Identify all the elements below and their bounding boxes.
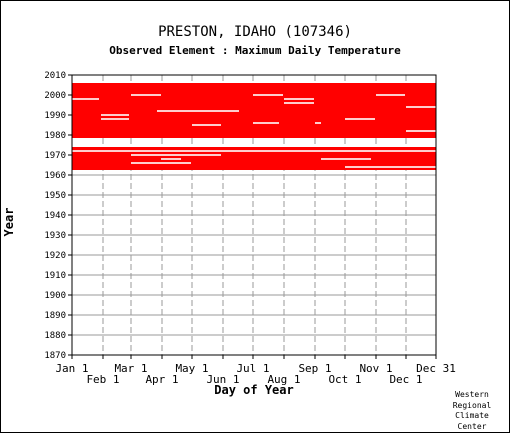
data-gap — [406, 130, 436, 132]
y-axis-label: Year — [2, 207, 16, 237]
y-tick-label: 1900 — [44, 291, 66, 301]
y-tick-label: 1920 — [44, 251, 66, 261]
data-gap — [192, 124, 221, 126]
data-gap — [376, 94, 405, 96]
credit-line: Western — [455, 390, 489, 399]
data-gap — [131, 94, 161, 96]
x-tick-label: Nov 1 — [359, 362, 392, 375]
y-tick-label: 1910 — [44, 271, 66, 281]
y-tick-label: 1930 — [44, 231, 66, 241]
data-band — [72, 83, 436, 138]
y-tick-label: 1950 — [44, 191, 66, 201]
x-tick-label: Jan 1 — [55, 362, 88, 375]
data-gap — [101, 114, 129, 116]
x-tick-label: Sep 1 — [298, 362, 331, 375]
data-gap — [253, 122, 279, 124]
data-gap — [101, 118, 129, 120]
data-gap — [315, 122, 321, 124]
data-gap — [131, 154, 221, 156]
x-tick-label: Feb 1 — [86, 373, 119, 386]
credit-text: Western Regional Climate Center — [442, 390, 502, 432]
data-gap — [406, 106, 436, 108]
data-gap — [345, 118, 375, 120]
data-gap — [321, 158, 371, 160]
y-tick-label: 2010 — [44, 71, 66, 81]
data-gap — [131, 162, 191, 164]
data-gap — [345, 166, 436, 168]
x-tick-label: Aug 1 — [267, 373, 300, 386]
credit-line: Climate — [455, 411, 489, 420]
y-tick-label: 1880 — [44, 331, 66, 341]
y-tick-label: 1940 — [44, 211, 66, 221]
chart-subtitle: Observed Element : Maximum Daily Tempera… — [109, 44, 401, 57]
x-tick-label: Dec 31 — [416, 362, 456, 375]
y-tick-label: 2000 — [44, 91, 66, 101]
data-gap — [253, 94, 283, 96]
y-tick-label: 1960 — [44, 171, 66, 181]
data-gap — [284, 98, 314, 100]
x-tick-label: Jun 1 — [206, 373, 239, 386]
x-tick-label: Jul 1 — [236, 362, 269, 375]
data-gap — [161, 158, 181, 160]
x-tick-label: Apr 1 — [145, 373, 178, 386]
credit-line: Regional — [452, 400, 492, 410]
y-tick-label: 1990 — [44, 111, 66, 121]
x-axis-label: Day of Year — [214, 383, 294, 397]
data-gap — [72, 98, 99, 100]
credit-line: Center — [457, 421, 487, 431]
data-gap — [157, 110, 239, 112]
data-gap — [72, 150, 436, 152]
y-tick-label: 1970 — [44, 151, 66, 161]
y-tick-label: 1980 — [44, 131, 66, 141]
chart-title: PRESTON, IDAHO (107346) — [158, 24, 352, 40]
x-tick-label: Oct 1 — [328, 373, 361, 386]
x-tick-label: May 1 — [175, 362, 208, 375]
data-band — [72, 147, 436, 170]
y-tick-label: 1870 — [44, 351, 66, 361]
x-tick-label: Mar 1 — [114, 362, 147, 375]
x-tick-label: Dec 1 — [389, 373, 422, 386]
data-gap — [284, 102, 314, 104]
y-tick-label: 1890 — [44, 311, 66, 321]
